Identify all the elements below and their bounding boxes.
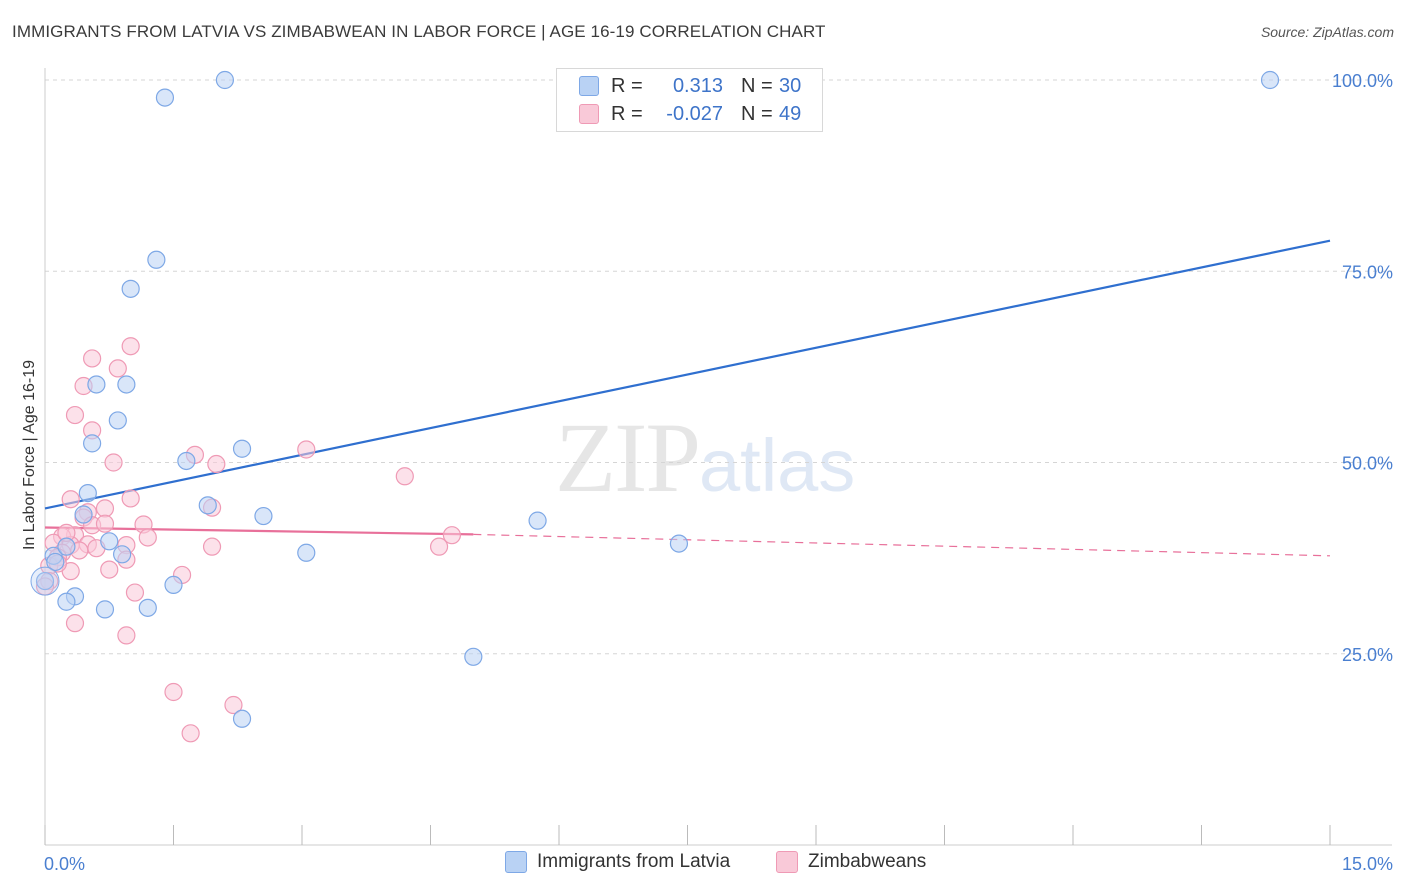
zimbabwe-trend-line xyxy=(44,526,474,536)
latvia-point xyxy=(177,451,196,471)
latvia-point xyxy=(74,505,93,524)
latvia-point-large xyxy=(30,566,60,596)
legend-row-latvia: R = 0.313 N = 30 xyxy=(579,73,801,99)
legend-item-zimbabwe[interactable]: Zimbabweans xyxy=(776,851,926,873)
y-axis-title: In Labor Force | Age 16-19 xyxy=(21,360,38,550)
latvia-point xyxy=(87,375,106,394)
latvia-swatch xyxy=(579,76,599,96)
zimbabwe-point xyxy=(104,453,123,472)
y-tick-label: 100.0% xyxy=(1332,71,1393,91)
latvia-trend-line xyxy=(44,239,1331,510)
zimbabwe-point xyxy=(117,626,136,645)
chart-title: IMMIGRANTS FROM LATVIA VS ZIMBABWEAN IN … xyxy=(12,22,826,41)
latvia-point xyxy=(155,88,175,107)
latvia-point xyxy=(78,484,97,503)
latvia-point xyxy=(117,375,136,394)
watermark-zip: ZIP xyxy=(555,402,701,513)
latvia-point xyxy=(464,647,483,666)
latvia-point xyxy=(215,70,234,90)
latvia-point xyxy=(121,279,140,298)
zimbabwe-point xyxy=(202,537,222,556)
watermark-atlas: atlas xyxy=(699,424,856,507)
latvia-point xyxy=(1260,70,1280,90)
latvia-point xyxy=(112,545,132,564)
legend-row-zimbabwe: R = -0.027 N = 49 xyxy=(579,101,801,127)
latvia-point xyxy=(198,496,217,515)
latvia-point xyxy=(254,506,273,526)
zimbabwe-point xyxy=(297,440,316,459)
zimbabwe-swatch xyxy=(579,104,599,124)
axes xyxy=(44,68,1392,846)
watermark: ZIPatlas xyxy=(555,400,855,515)
tick-labels: 25.0% 50.0% 75.0% 100.0% 0.0% 15.0% xyxy=(44,71,1393,874)
data-points xyxy=(30,70,1280,743)
legend-item-latvia[interactable]: Immigrants from Latvia xyxy=(505,851,730,873)
r-value: -0.027 xyxy=(666,102,723,125)
zimbabwe-point xyxy=(61,490,80,509)
source-credit: Source: ZipAtlas.com xyxy=(1260,24,1394,40)
series-legend: Immigrants from Latvia Zimbabweans xyxy=(0,851,1406,877)
n-value: 30 xyxy=(779,74,802,97)
zimbabwe-point xyxy=(164,682,183,702)
r-label: R = xyxy=(611,74,643,97)
zimbabwe-point xyxy=(108,359,127,378)
y-tick-label: 75.0% xyxy=(1342,262,1393,282)
r-label: R = xyxy=(611,102,643,125)
zimbabwe-point xyxy=(442,526,462,545)
n-label: N = xyxy=(741,102,773,125)
latvia-point xyxy=(46,552,65,572)
zimbabwe-point xyxy=(395,467,414,486)
zimbabwe-point xyxy=(83,349,102,368)
zimbabwe-point xyxy=(224,695,243,715)
zimbabwe-point xyxy=(100,560,119,579)
latvia-point xyxy=(147,250,166,269)
zimbabwe-legend-label: Zimbabweans xyxy=(808,851,927,872)
zimbabwe-point xyxy=(95,514,115,533)
latvia-point xyxy=(232,439,252,458)
latvia-legend-swatch xyxy=(505,851,527,873)
latvia-point xyxy=(35,571,55,591)
n-label: N = xyxy=(741,74,773,97)
latvia-point xyxy=(57,537,76,556)
latvia-point xyxy=(164,575,183,595)
latvia-point xyxy=(108,411,127,430)
latvia-legend-label: Immigrants from Latvia xyxy=(537,851,731,872)
latvia-point xyxy=(100,532,119,551)
latvia-point xyxy=(95,600,115,619)
latvia-point xyxy=(83,434,102,453)
zimbabwe-point xyxy=(121,337,140,356)
latvia-point xyxy=(232,709,252,728)
latvia-point xyxy=(669,534,689,553)
zimbabwe-point xyxy=(138,528,157,547)
latvia-point xyxy=(138,598,157,617)
latvia-point xyxy=(528,511,547,530)
x-tick-label-min: 0.0% xyxy=(44,854,85,874)
correlation-legend: R = 0.313 N = 30 R = -0.027 N = 49 xyxy=(556,68,823,132)
y-tick-label: 25.0% xyxy=(1342,645,1393,665)
trend-lines xyxy=(44,239,1331,557)
r-value: 0.313 xyxy=(672,74,723,97)
zimbabwe-point xyxy=(65,614,85,633)
zimbabwe-point xyxy=(65,405,85,425)
zimbabwe-point xyxy=(181,724,200,743)
zimbabwe-point xyxy=(95,499,115,518)
zimbabwe-point xyxy=(121,489,140,508)
latvia-point xyxy=(297,543,316,562)
x-tick-label-max: 15.0% xyxy=(1342,854,1393,874)
latvia-point xyxy=(57,592,76,611)
gridlines xyxy=(45,79,1392,655)
n-value: 49 xyxy=(779,102,802,125)
zimbabwe-legend-swatch xyxy=(776,851,798,873)
zimbabwe-point xyxy=(429,537,449,556)
zimbabwe-point xyxy=(125,583,145,602)
zimbabwe-trend-line-dashed xyxy=(473,533,1331,557)
y-tick-label: 50.0% xyxy=(1342,454,1393,474)
zimbabwe-point xyxy=(207,454,226,474)
